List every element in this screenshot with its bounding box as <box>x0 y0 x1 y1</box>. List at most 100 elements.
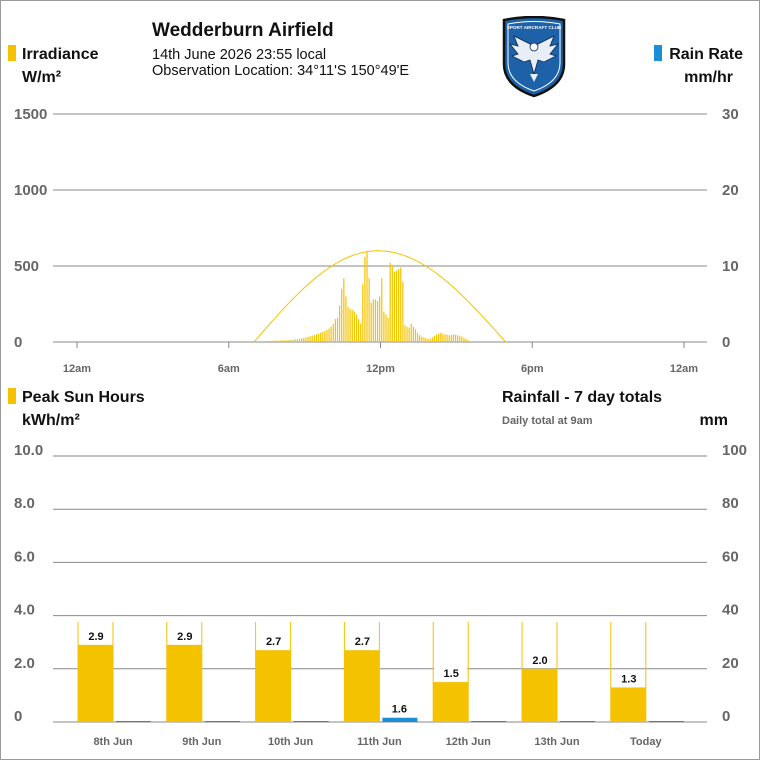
rainfall-bar <box>382 717 418 722</box>
irradiance-bar <box>381 278 383 342</box>
y-tick-left: 10.0 <box>14 442 43 459</box>
irradiance-bar <box>339 305 341 342</box>
y-tick-right: 60 <box>722 548 739 565</box>
irradiance-bar <box>414 329 417 342</box>
irradiance-bar <box>395 270 398 342</box>
irradiance-bar <box>383 311 385 342</box>
irradiance-bar <box>425 338 427 342</box>
irradiance-swatch <box>8 45 16 61</box>
irradiance-bar <box>343 278 345 342</box>
irradiance-bar <box>294 339 296 342</box>
irradiance-bar <box>357 319 360 342</box>
daily-chart: 10.0 100 8.0 80 6.0 60 4.0 40 2.0 20 0 0 2.9 8th Jun 2… <box>14 442 747 748</box>
irradiance-bar <box>313 335 315 342</box>
x-category-label: 13th Jun <box>534 736 580 748</box>
logo-text: SPORT AIRCRAFT CLUB <box>507 25 562 30</box>
y-tick-left: 2.0 <box>14 655 35 672</box>
irradiance-bar <box>296 339 299 342</box>
irradiance-bar <box>433 335 436 342</box>
irradiance-bar <box>301 338 303 342</box>
irradiance-bar <box>400 267 402 342</box>
irradiance-bar <box>275 340 277 342</box>
irradiance-bar <box>448 335 450 342</box>
irradiance-bar <box>317 333 320 342</box>
irradiance-bar <box>362 284 364 342</box>
irradiance-bar <box>438 333 440 342</box>
irradiance-bar <box>311 335 313 342</box>
irradiance-bar <box>406 326 408 342</box>
irradiance-bar <box>452 334 455 342</box>
irradiance-bar <box>454 334 457 342</box>
irradiance-bar <box>427 339 429 342</box>
rainfall-label: Rainfall - 7 day totals <box>502 389 663 406</box>
sun-hours-bar <box>433 682 469 722</box>
y-tick-right: 0 <box>722 708 730 725</box>
peak-sun-unit: kWh/m² <box>22 412 80 429</box>
rainfall-bar <box>116 721 151 722</box>
value-label-bg <box>79 627 112 644</box>
x-tick-label: 12pm <box>366 363 395 375</box>
irradiance-bar <box>322 332 324 342</box>
irradiance-bar <box>402 281 404 342</box>
sun-hours-value: 2.9 <box>88 631 103 643</box>
irradiance-bar <box>280 340 282 342</box>
irradiance-bar <box>467 340 469 342</box>
eagle-icon <box>508 35 560 82</box>
rain-rate-swatch <box>654 45 662 61</box>
irradiance-bar <box>353 311 355 342</box>
sun-hours-value: 1.3 <box>621 673 636 685</box>
irradiance-bar <box>351 310 353 342</box>
y-tick-left: 0 <box>14 334 22 351</box>
station-title: Wedderburn Airfield <box>152 20 334 41</box>
y-tick-left: 1500 <box>14 106 47 123</box>
irradiance-bar <box>364 256 366 342</box>
y-tick-left: 8.0 <box>14 495 35 512</box>
irradiance-bar <box>410 323 412 342</box>
irradiance-bar <box>292 339 294 342</box>
sun-hours-value: 2.7 <box>355 636 370 648</box>
irradiance-bar <box>374 299 377 342</box>
irradiance-bar <box>429 338 431 342</box>
irradiance-bar <box>444 334 446 342</box>
irradiance-bar <box>360 323 362 342</box>
irradiance-bar <box>326 329 328 342</box>
irradiance-bar <box>398 269 400 342</box>
irradiance-bar <box>347 307 349 342</box>
y-tick-left: 500 <box>14 258 39 275</box>
irradiance-bar <box>345 296 347 342</box>
irradiance-bar <box>273 340 275 342</box>
irradiance-bar <box>307 336 309 342</box>
club-logo: SPORT AIRCRAFT CLUB <box>502 16 566 98</box>
value-label-bg <box>611 670 645 687</box>
irradiance-bar <box>336 317 339 342</box>
x-category-label: 12th Jun <box>446 736 492 748</box>
y-tick-right: 20 <box>722 182 739 199</box>
x-category-label: 10th Jun <box>268 736 314 748</box>
x-tick-label: 12am <box>670 363 698 375</box>
irradiance-unit: W/m² <box>22 69 62 86</box>
rainfall-value: 1.6 <box>392 704 407 716</box>
y-tick-left: 1000 <box>14 182 47 199</box>
value-label-bg <box>345 633 379 650</box>
irradiance-bar <box>412 326 414 342</box>
irradiance-bar <box>284 340 286 342</box>
clear-sky-curve <box>253 250 507 343</box>
irradiance-bar <box>376 301 379 342</box>
sun-hours-value: 2.9 <box>177 631 192 643</box>
irradiance-bar <box>469 341 471 342</box>
sun-hours-bar <box>255 650 291 722</box>
x-category-label: 8th Jun <box>93 736 132 748</box>
rainfall-bar <box>471 721 507 722</box>
x-tick-label: 6pm <box>521 363 544 375</box>
irradiance-bar <box>298 338 301 342</box>
x-category-label: Today <box>630 736 662 748</box>
irradiance-label: Irradiance <box>22 46 99 63</box>
x-tick-label: 12am <box>63 363 91 375</box>
sun-hours-bar <box>344 650 380 722</box>
value-label-bg <box>434 665 468 682</box>
value-label-bg <box>523 651 556 668</box>
irradiance-bar <box>355 314 358 342</box>
peak-sun-label: Peak Sun Hours <box>22 389 145 406</box>
irradiance-bar <box>435 334 438 342</box>
x-tick-label: 6am <box>218 363 240 375</box>
